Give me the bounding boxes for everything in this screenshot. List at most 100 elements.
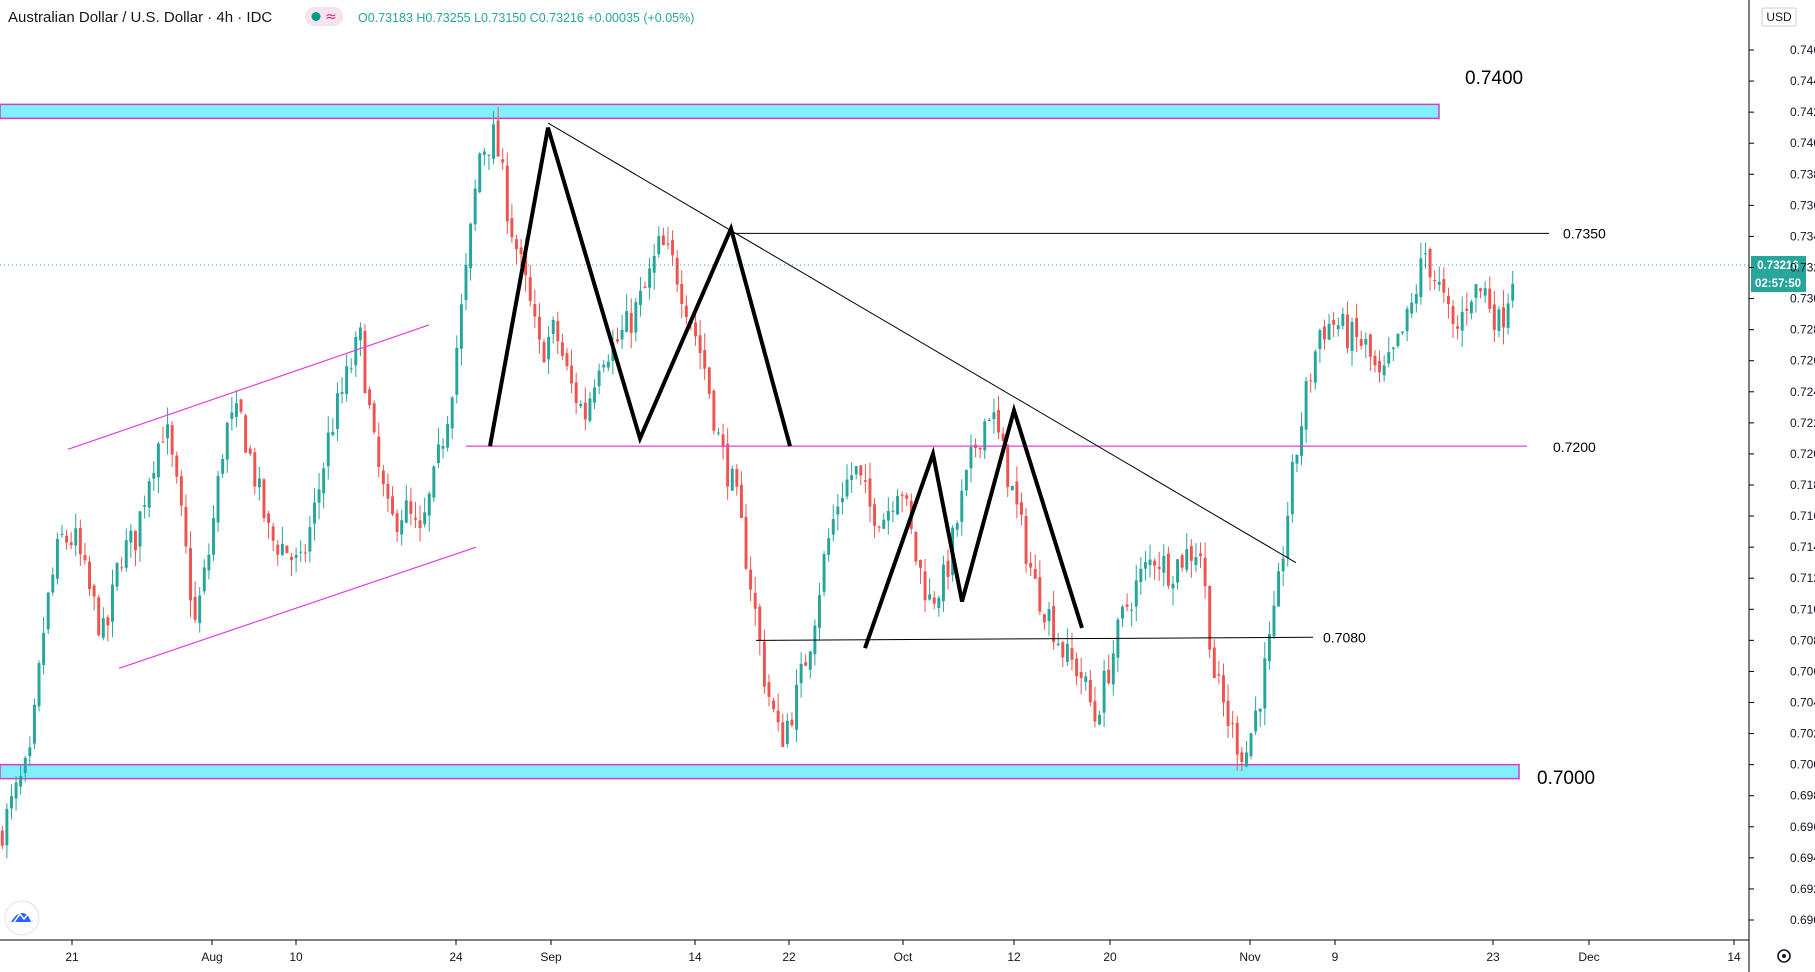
candle-body	[161, 441, 165, 443]
level-label-0.7200: 0.7200	[1553, 439, 1596, 455]
candle-body	[1102, 670, 1106, 713]
candle-body	[964, 469, 968, 491]
candle-body	[1038, 577, 1042, 612]
candle-body	[294, 554, 298, 558]
status-indicator[interactable]: ≈	[305, 7, 343, 26]
candle-body	[1010, 485, 1014, 490]
candle-body	[1332, 319, 1336, 325]
candle-body	[762, 641, 766, 687]
candle-body	[14, 782, 18, 799]
candle-body	[326, 432, 330, 467]
candle-body	[583, 402, 587, 420]
candle-body	[863, 480, 867, 482]
candle-body	[115, 562, 119, 587]
candle-body	[1084, 676, 1088, 683]
candle-body	[735, 468, 739, 487]
candle-body	[1042, 614, 1046, 623]
candle-body	[987, 419, 991, 421]
candle-body	[46, 592, 50, 630]
candle-body	[207, 554, 211, 571]
candle-body	[5, 808, 9, 846]
time-tick-label: Nov	[1239, 950, 1260, 964]
candle-body	[1052, 605, 1056, 643]
candle-body	[170, 425, 174, 455]
candle-body	[1442, 279, 1446, 293]
candle-body	[1244, 752, 1248, 767]
candle-body	[248, 448, 252, 454]
candle-body	[606, 361, 610, 368]
candle-body	[616, 339, 619, 342]
level-label-0.7350: 0.7350	[1563, 225, 1606, 241]
candle-body	[189, 548, 192, 601]
candle-body	[1029, 562, 1033, 568]
candle-body	[1070, 648, 1074, 660]
candle-body	[193, 596, 197, 620]
candle-body	[648, 268, 652, 288]
candle-body	[1506, 303, 1510, 328]
candle-body	[225, 422, 229, 460]
price-tick-label: 0.73200	[1790, 261, 1815, 275]
candle-body	[1364, 338, 1368, 345]
candle-body	[822, 554, 826, 592]
candle-body	[88, 561, 91, 590]
candle-body	[652, 255, 656, 273]
candle-body	[717, 432, 720, 434]
candle-body	[1401, 331, 1404, 333]
candle-body	[997, 410, 1000, 433]
candle-body	[276, 544, 280, 555]
price-tick-label: 0.71800	[1790, 478, 1815, 492]
candle-body	[386, 483, 390, 499]
candle-body	[1157, 566, 1161, 569]
candle-body	[455, 347, 459, 395]
price-tick-label: 0.71200	[1790, 571, 1815, 585]
candle-body	[854, 466, 858, 475]
candle-body	[836, 506, 840, 515]
candle-body	[1194, 557, 1198, 566]
candle-body	[941, 564, 945, 602]
price-tick-label: 0.69200	[1790, 882, 1815, 896]
level-label-0.7400: 0.7400	[1465, 68, 1523, 89]
candle-body	[234, 403, 238, 417]
channel-upper-line	[67, 324, 430, 450]
candle-body	[873, 504, 877, 526]
price-tick-label: 0.73600	[1790, 198, 1815, 212]
candle-body	[1286, 515, 1290, 559]
time-tick-label: Aug	[201, 950, 222, 964]
candle-body	[23, 757, 27, 774]
candle-body	[340, 392, 344, 394]
candle-body	[1208, 586, 1212, 650]
candle-body	[749, 569, 753, 590]
candle-body	[129, 530, 133, 543]
settings-button[interactable]	[1777, 949, 1791, 963]
candle-body	[1309, 380, 1313, 382]
tradingview-logo-button[interactable]	[4, 900, 40, 936]
candle-body	[675, 257, 679, 285]
candle-body	[487, 154, 491, 156]
price-tick-label: 0.71000	[1790, 602, 1815, 616]
candle-body	[32, 704, 36, 744]
candle-countdown-tag	[1751, 274, 1806, 293]
candle-body	[1474, 284, 1478, 298]
zone-0.7400	[0, 103, 1440, 120]
candle-body	[138, 511, 142, 547]
time-tick-label: 14	[688, 950, 702, 964]
candle-body	[1405, 308, 1409, 332]
candle-body	[570, 365, 574, 384]
price-tick-label: 0.72400	[1790, 385, 1815, 399]
candle-body	[1410, 302, 1414, 314]
candle-body	[537, 316, 541, 340]
candle-body	[1492, 304, 1496, 330]
candle-body	[202, 567, 206, 592]
candle-body	[946, 560, 950, 577]
candle-body	[726, 443, 730, 487]
candle-body	[280, 543, 284, 555]
candle-body	[657, 236, 661, 255]
candle-body	[1162, 555, 1166, 573]
candle-body	[501, 159, 505, 163]
currency-selector[interactable]	[1761, 7, 1797, 27]
candle-body	[42, 632, 46, 666]
candle-body	[932, 597, 936, 604]
candle-body	[914, 531, 918, 562]
